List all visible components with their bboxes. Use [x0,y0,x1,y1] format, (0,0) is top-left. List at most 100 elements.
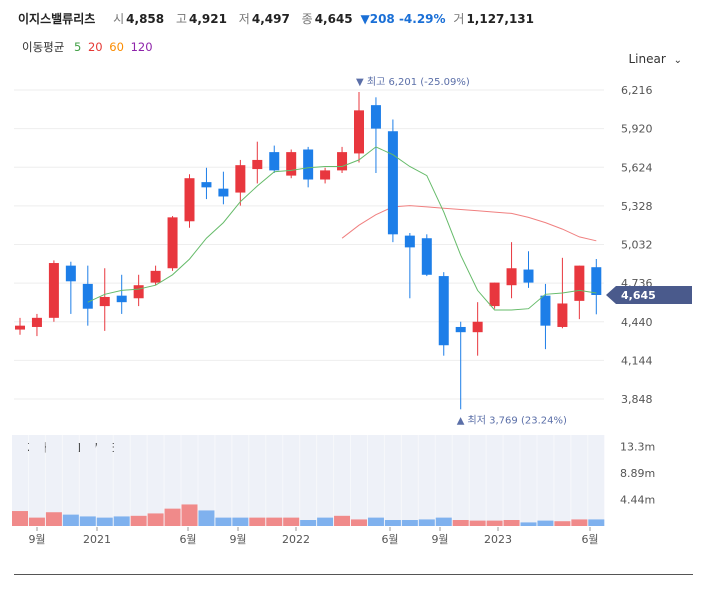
candle-body [506,268,517,286]
volume-bar [317,517,334,526]
volume-column-bg [554,435,571,526]
volume-column-bg [384,435,401,526]
candle-body [235,165,246,193]
volume-bar [384,520,401,526]
volume-tick-label: 4.44m [620,493,655,506]
close-value: 4,645 [314,12,353,26]
candle-body [116,295,127,303]
chevron-down-icon: ⌄ [673,55,682,66]
stock-name: 이지스밸류리츠 [18,12,96,26]
current-price-label: 4,645 [621,289,656,302]
candle-body [540,295,551,326]
volume-column-bg [401,435,418,526]
volume-bar [351,519,367,526]
ma-legend-120: 120 [130,40,153,54]
candle-body [303,149,314,180]
volume-bar [554,521,571,526]
volume-column-bg [62,435,79,526]
volume-column-bg [266,435,283,526]
candle-body [523,269,534,283]
candle-body [455,326,466,333]
x-tick-label: 2022 [282,533,310,546]
volume-column-bg [79,435,96,526]
volume-column-bg [334,435,351,526]
candle-body [252,159,263,170]
close-label: 종 [301,12,313,26]
volume-bar [571,519,588,526]
high-annotation: ▼ 최고 6,201 (-25.09%) [356,76,470,88]
x-tick-label: 2023 [484,533,512,546]
bottom-divider [14,574,693,575]
candle-body [48,263,59,318]
ma20-line [341,205,597,242]
volume-bar [198,510,215,526]
candle-body [337,152,348,171]
x-tick-label: 6월 [581,533,598,546]
candle-body [591,267,602,295]
price-tick-label: 5,328 [621,200,653,213]
volume-column-bg [96,435,113,526]
price-tick-label: 4,440 [621,316,653,329]
scale-toggle-label: Linear [628,52,666,66]
volume-column-bg [452,435,469,526]
price-tick-label: 3,848 [621,393,653,406]
volume-column-bg [215,435,232,526]
volume-bar [266,517,283,526]
volume-column-bg [130,435,147,526]
candle-body [370,105,381,129]
volume-bar [334,515,351,526]
volume-bar [130,515,147,526]
candle-body [82,283,93,309]
volume-bar [181,504,198,526]
candle-body [387,131,398,235]
volume-column-bg [147,435,164,526]
ma-legend-20: 20 [87,40,103,54]
candle-body [15,325,25,330]
ma-legend-5: 5 [73,40,82,54]
x-tick-label: 2021 [83,533,111,546]
low-value: 4,497 [251,12,290,26]
volume-column-bg [537,435,554,526]
candle-body [489,282,500,307]
volume-bar [113,516,130,526]
volume-bar [96,517,113,526]
scale-toggle[interactable]: Linear ⌄ [628,52,682,66]
volume-bar [452,520,469,526]
volume-bar [283,517,300,526]
volume-column-bg [181,435,198,526]
volume-bar [486,520,503,526]
ma-legend-label: 이동평균 [22,40,65,54]
candle-body [269,152,280,171]
volume-column-bg [249,435,266,526]
candle-body [201,182,212,188]
candle-body [354,110,364,154]
volume-bar [300,520,317,526]
volume-bar [164,508,181,526]
x-tick-label: 9월 [229,533,246,546]
candle-body [65,265,76,282]
x-tick-label: 6월 [381,533,398,546]
candle-body [31,317,42,327]
volume-column-bg [520,435,537,526]
volume-label: 거 [453,12,465,26]
volume-bar [588,519,605,526]
stock-header: 이지스밸류리츠 시 4,858 고 4,921 저 4,497 종 4,645 ▼208… [18,10,538,28]
volume-bar [537,520,554,526]
low-label: 저 [238,12,250,26]
volume-column-bg [435,435,452,526]
volume-column-bg [198,435,215,526]
price-tick-label: 5,624 [621,161,653,174]
volume-bar [418,519,435,526]
volume-column-bg [367,435,384,526]
candle-body [184,178,195,222]
x-tick-label: 9월 [28,533,45,546]
price-tick-label: 4,144 [621,354,653,367]
volume-column-bg [45,435,62,526]
candle-body [320,170,331,180]
price-tick-label: 5,032 [621,239,653,252]
volume-column-bg [351,435,367,526]
volume-value: 1,127,131 [466,12,535,26]
candle-body [421,238,432,275]
volume-column-bg [571,435,588,526]
